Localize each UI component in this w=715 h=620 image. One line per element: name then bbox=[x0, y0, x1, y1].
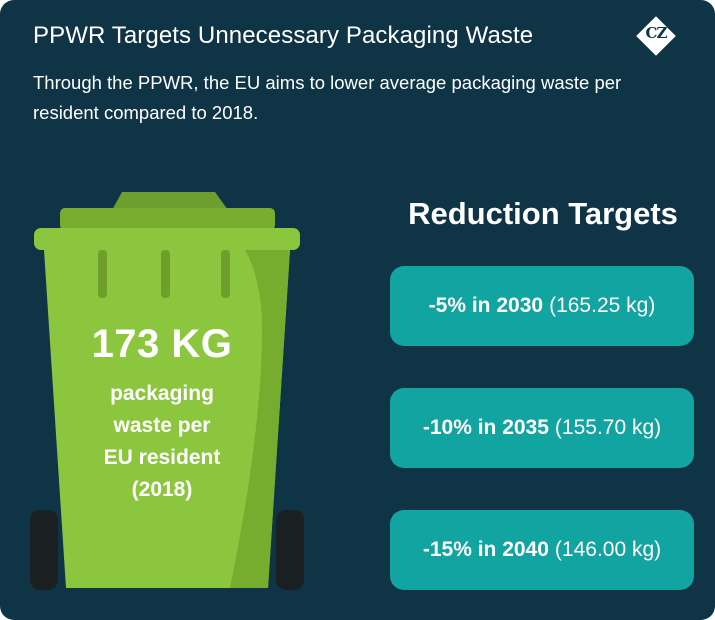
waste-line: waste per bbox=[113, 414, 211, 437]
target-detail: (165.25 kg) bbox=[549, 294, 656, 317]
target-2035: -10% in 2035 (155.70 kg) bbox=[390, 388, 694, 468]
wheelie-bin-icon bbox=[30, 192, 304, 590]
target-label: -15% in 2040 bbox=[422, 538, 549, 561]
cz-logo-icon bbox=[636, 16, 676, 56]
target-label: -5% in 2030 bbox=[428, 294, 544, 317]
target-detail: (155.70 kg) bbox=[554, 416, 662, 439]
waste-line: (2018) bbox=[131, 478, 193, 501]
target-2030: -5% in 2030 (165.25 kg) bbox=[390, 266, 694, 346]
target-2040: -15% in 2040 (146.00 kg) bbox=[390, 510, 694, 590]
page-title: PPWR Targets Unnecessary Packaging Waste bbox=[33, 22, 534, 49]
reduction-targets-title: Reduction Targets bbox=[408, 196, 678, 231]
page-subtitle: Through the PPWR, the EU aims to lower a… bbox=[33, 72, 622, 123]
waste-description: packaging waste per EU resident (2018) bbox=[55, 378, 269, 506]
waste-line: EU resident bbox=[103, 446, 221, 469]
target-detail: (146.00 kg) bbox=[554, 538, 662, 561]
waste-line: packaging bbox=[110, 382, 214, 405]
logo-text: CZ bbox=[645, 24, 668, 42]
waste-value: 173 KG bbox=[91, 322, 233, 366]
target-label: -10% in 2035 bbox=[422, 416, 549, 439]
